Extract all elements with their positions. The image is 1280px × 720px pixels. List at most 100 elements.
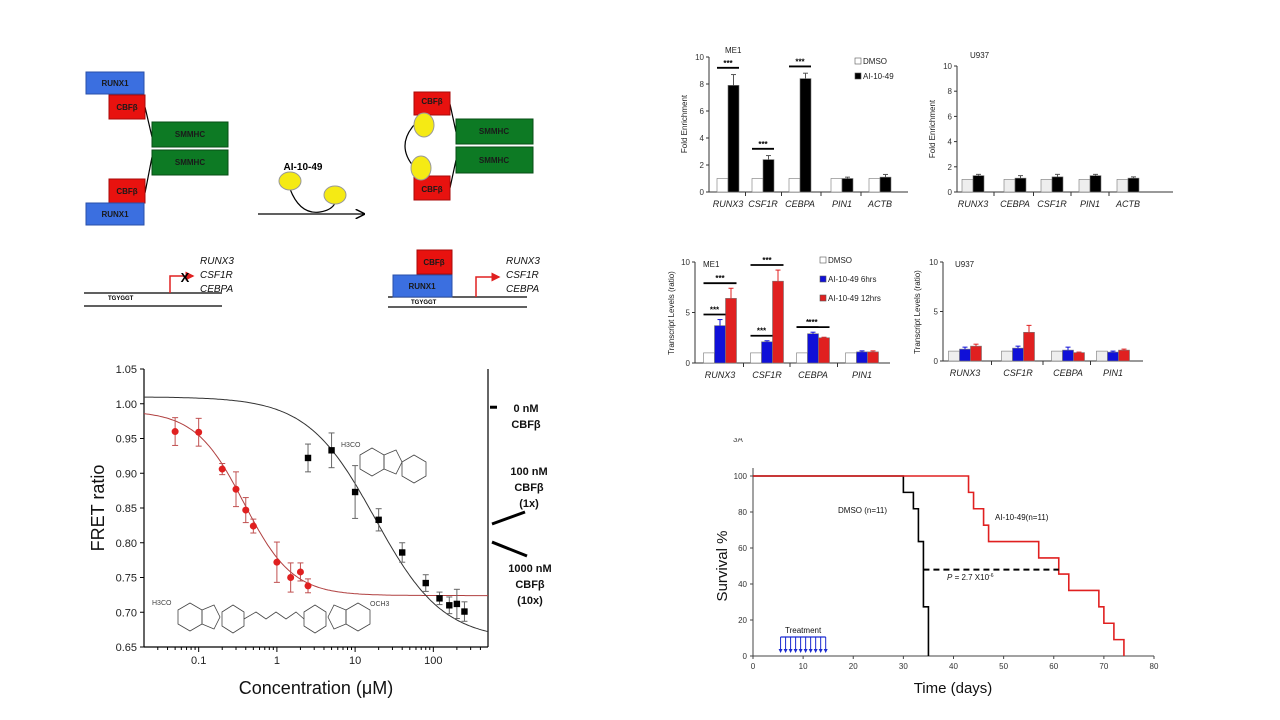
y-tick-label: 2	[948, 163, 953, 172]
y-tick-label: 10	[929, 258, 938, 267]
data-point	[399, 549, 406, 556]
bar	[807, 333, 819, 364]
data-point	[195, 428, 203, 436]
y-axis-label: Transcript Levels (ratio)	[667, 271, 676, 355]
legend-swatch	[819, 294, 827, 302]
y-axis-label: Survival %	[714, 531, 731, 602]
bar	[959, 348, 971, 362]
legend-label: AI-10-49 12hrs	[828, 294, 881, 303]
runx1-label: RUNX1	[101, 79, 129, 88]
bar	[948, 350, 960, 362]
bar	[1003, 179, 1016, 193]
chart-title: U937	[955, 260, 975, 269]
category-label: PIN1	[1103, 368, 1123, 378]
bar	[1073, 352, 1085, 362]
treatment-arrowhead-icon	[798, 649, 803, 653]
data-point	[171, 428, 179, 436]
x-tick-label: 20	[849, 662, 858, 671]
y-tick-label: 100	[734, 472, 748, 481]
compound-moiety-icon	[413, 112, 435, 138]
y-tick-label: 60	[738, 544, 747, 553]
data-point	[287, 574, 295, 581]
y-tick-label: 0.70	[116, 607, 137, 619]
bar	[751, 178, 764, 193]
treatment-label: Treatment	[785, 626, 822, 635]
bar	[879, 176, 892, 193]
y-tick-label: 10	[681, 258, 690, 267]
significance-label: ***	[757, 327, 767, 336]
survival-chart: 3A 0 20 40 60 80 100 0 10 20 30 40 50 60 70 80 Time (day…	[714, 432, 1159, 697]
p-symbol: P	[947, 573, 953, 582]
data-point	[296, 568, 304, 576]
cbfb-label: CBFβ	[421, 97, 442, 106]
y-tick-label: 10	[695, 53, 704, 62]
y-tick-label: 4	[948, 138, 953, 147]
bar	[716, 178, 729, 193]
bar	[1001, 350, 1013, 362]
chart-title: ME1	[725, 46, 742, 55]
survival-curve	[753, 475, 1125, 656]
treatment-arrowhead-icon	[788, 649, 793, 653]
bar	[845, 352, 857, 364]
bar	[841, 178, 854, 193]
marker-arrow-icon	[491, 510, 526, 526]
category-label: PIN1	[832, 199, 852, 209]
x-axis-label: Time (days)	[914, 680, 993, 697]
structure-substituent: OCH3	[370, 601, 390, 608]
y-tick-label: 2	[700, 161, 705, 170]
y-tick-label: 8	[948, 87, 953, 96]
data-point	[375, 516, 382, 524]
significance-label: ***	[808, 318, 818, 327]
legend-label: DMSO	[863, 57, 887, 66]
bar	[761, 341, 773, 364]
treatment-arrowhead-icon	[793, 649, 798, 653]
y-tick-label: 6	[700, 107, 705, 116]
cbfb-box-top	[413, 91, 451, 116]
series-label: DMSO (n=11)	[838, 506, 887, 515]
x-tick-label: 80	[1150, 662, 1159, 671]
transcript-me1-bar-chart: 0 5 10 ME1 Transcript Levels (ratio) RUNX3 CSF…	[667, 256, 890, 380]
gene-label: CSF1R	[506, 270, 539, 281]
bar	[1051, 176, 1064, 193]
bar	[867, 351, 879, 364]
bar	[961, 179, 974, 193]
bar	[856, 351, 868, 364]
legend-label: AI-10-49 6hrs	[828, 275, 876, 284]
concentration-label: 1000 nM	[508, 563, 551, 575]
legend-label: DMSO	[828, 256, 852, 265]
bar	[1014, 177, 1027, 193]
category-label: CEBPA	[798, 370, 828, 380]
data-point	[351, 488, 359, 496]
x-tick-label: 50	[999, 662, 1008, 671]
x-tick-label: 0	[751, 662, 756, 671]
bar	[1118, 349, 1130, 362]
category-label: CEBPA	[1053, 368, 1083, 378]
y-tick-label: 5	[934, 308, 939, 317]
y-axis-label: Transcript Levels (ratio)	[913, 270, 922, 354]
chart-title: U937	[970, 51, 990, 60]
y-tick-label: 0.80	[116, 538, 137, 550]
treatment-arrowhead-icon	[813, 649, 818, 653]
left-promoter: TGYGGT X RUNX3 CSF1R CEBPA	[84, 256, 234, 307]
legend-swatch	[854, 57, 862, 65]
x-tick-label: 10	[799, 662, 808, 671]
data-point	[218, 465, 226, 473]
compound-moiety-icon	[323, 185, 347, 205]
data-point	[304, 454, 312, 462]
bar	[1040, 179, 1053, 193]
bar	[970, 345, 982, 362]
y-tick-label: 1.05	[116, 364, 137, 376]
category-label: RUNX3	[950, 368, 981, 378]
tss-arrow-icon	[169, 271, 195, 293]
runx1-box	[392, 274, 453, 298]
gene-label: RUNX3	[506, 256, 540, 267]
x-tick-label: 100	[424, 655, 442, 667]
cbfb-label: CBFβ	[421, 185, 442, 194]
y-tick-label: 20	[738, 616, 747, 625]
runx1-box-top	[85, 71, 145, 95]
cbfb-label: CBFβ	[116, 103, 137, 112]
data-point	[249, 522, 257, 530]
series-label: AI-10-49(n=11)	[995, 513, 1049, 522]
category-label: CSF1R	[1037, 199, 1067, 209]
concentration-label: 0 nM	[513, 403, 538, 415]
